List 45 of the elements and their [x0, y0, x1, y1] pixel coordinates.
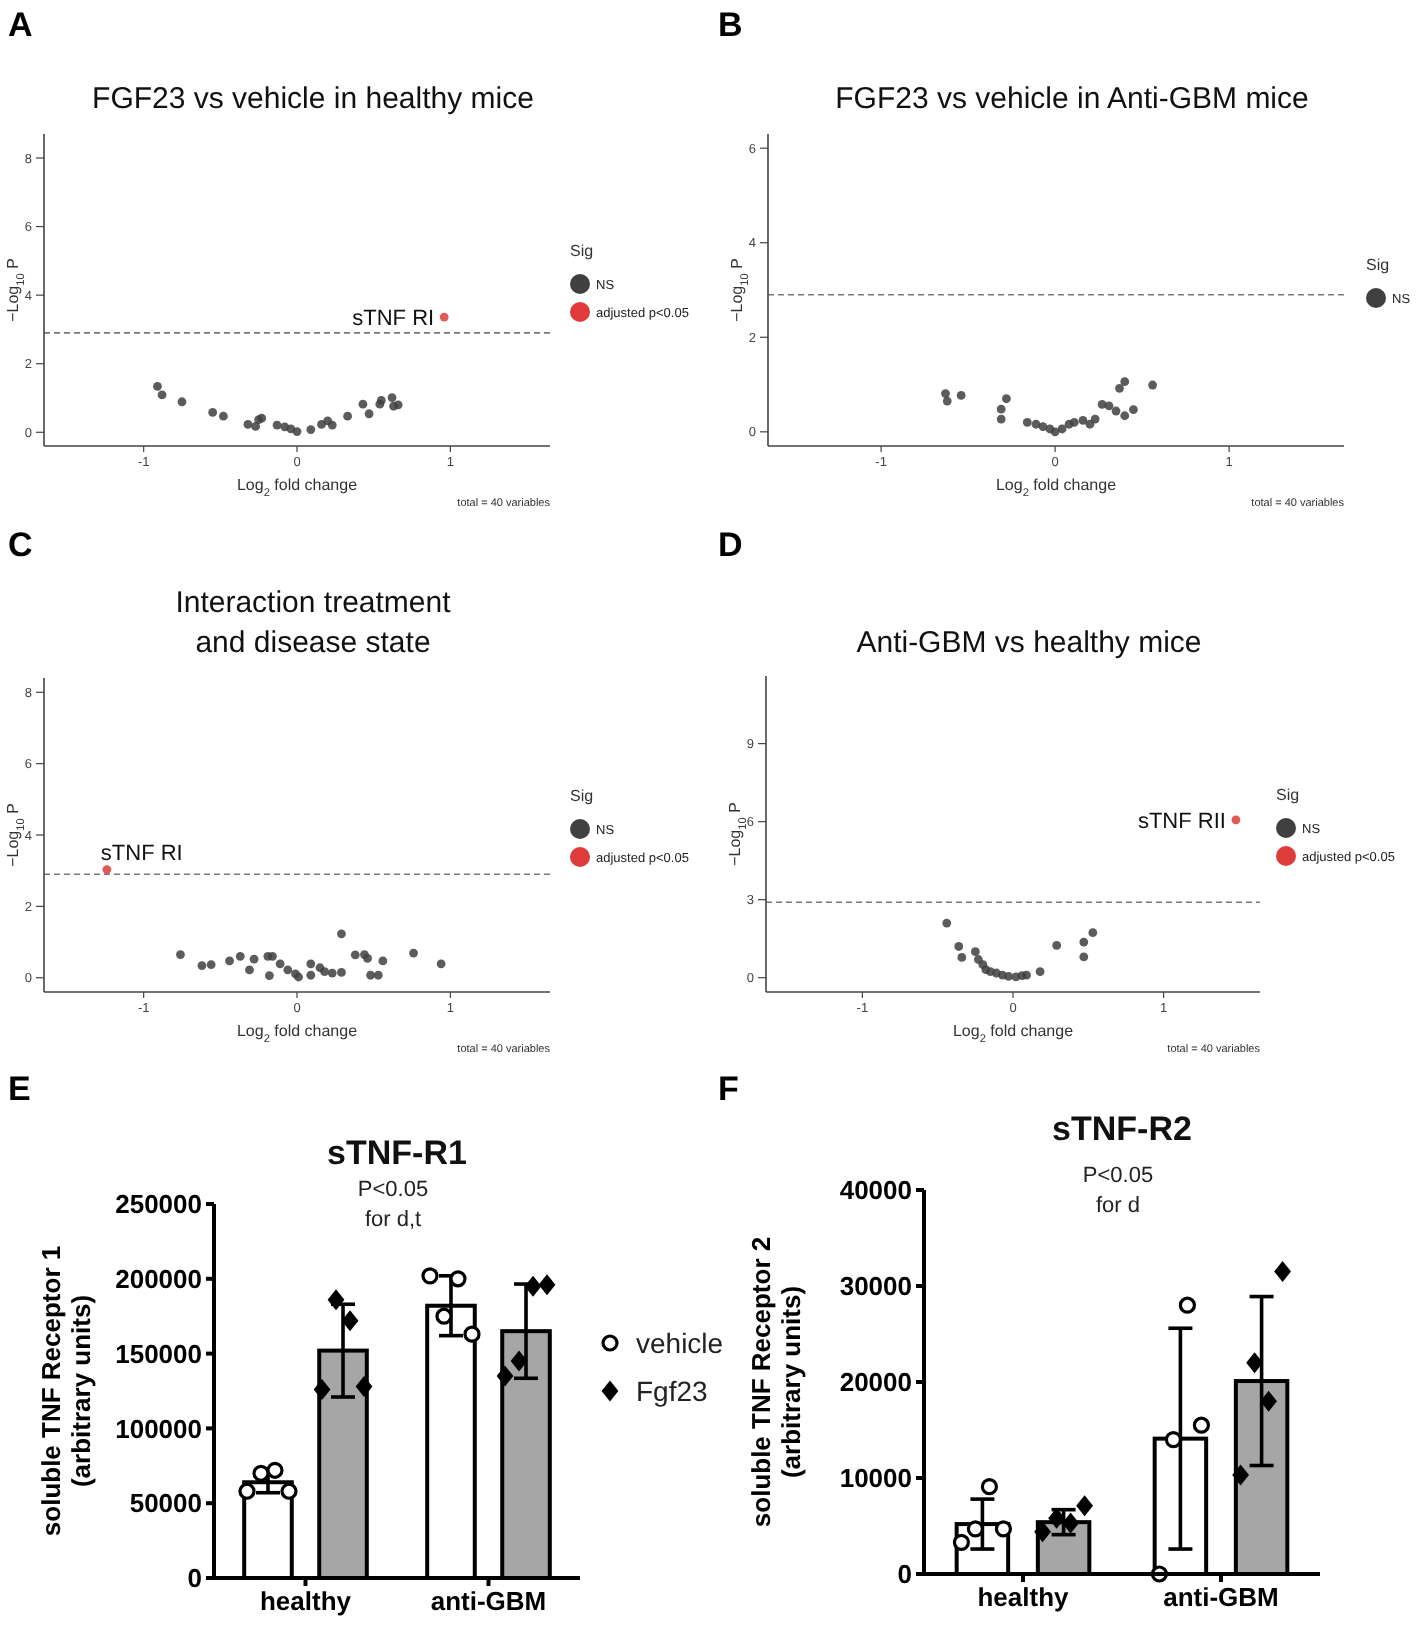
- annotation: for d,t: [364, 1208, 422, 1232]
- y-tick-label: 200000: [115, 1263, 202, 1294]
- chart-title: sTNF-R2: [1052, 1110, 1192, 1148]
- x-tick-label: healthy: [259, 1586, 353, 1616]
- annotation: sTNF RI: [100, 841, 183, 866]
- x-tick-label: healthy: [977, 1582, 1071, 1612]
- annotation: sTNF RI: [352, 307, 435, 332]
- x-axis-title: Log$_{2}$ fold change: [236, 1022, 359, 1046]
- legend-title: Sig: [570, 242, 594, 260]
- y-tick-label: 40000: [839, 1175, 912, 1206]
- annotation: sTNF RII: [1137, 809, 1226, 834]
- chart-title: FGF23 vs vehicle in healthy mice: [92, 82, 534, 116]
- y-axis-title: soluble TNF Receptor 2 (arbitrary units): [746, 1236, 806, 1528]
- legend-label: Fgf23: [636, 1374, 709, 1407]
- x-axis-title: Log$_{2}$ fold change: [995, 476, 1118, 500]
- y-tick-label: 100000: [115, 1413, 202, 1444]
- y-tick-label: 250000: [115, 1189, 202, 1220]
- annotation: for d: [1095, 1194, 1141, 1218]
- y-tick-label: 20000: [839, 1367, 912, 1398]
- x-axis-title: Log$_{2}$ fold change: [236, 476, 359, 500]
- text: D: [718, 526, 743, 564]
- x-tick-label: anti-GBM: [1163, 1582, 1279, 1612]
- y-tick-label: 150000: [115, 1338, 202, 1369]
- text: E: [8, 1070, 31, 1108]
- text: A: [8, 6, 33, 44]
- chart-title: sTNF-R1: [327, 1134, 467, 1172]
- text: P<0.05: [357, 1178, 429, 1202]
- y-tick-label: 10000: [839, 1463, 912, 1494]
- chart-title: Interaction treatment and disease state: [175, 586, 453, 660]
- text: B: [718, 6, 743, 44]
- y-tick-label: 30000: [839, 1271, 912, 1302]
- legend-title: Sig: [570, 787, 594, 805]
- chart-title: Anti-GBM vs healthy mice: [856, 626, 1202, 660]
- y-axis-title: soluble TNF Receptor 1 (arbitrary units): [36, 1245, 96, 1537]
- text: F: [718, 1070, 739, 1108]
- y-tick-label: 0: [897, 1559, 912, 1590]
- text: C: [8, 526, 33, 564]
- x-axis-title: Log$_{2}$ fold change: [952, 1022, 1075, 1046]
- text: P<0.05: [1082, 1164, 1154, 1188]
- legend-label: vehicle: [636, 1326, 724, 1359]
- legend-title: Sig: [1276, 786, 1300, 804]
- chart-title: FGF23 vs vehicle in Anti-GBM mice: [835, 82, 1309, 116]
- x-tick-label: anti-GBM: [430, 1586, 547, 1616]
- y-tick-label: 50000: [129, 1488, 202, 1519]
- legend-title: Sig: [1366, 256, 1390, 274]
